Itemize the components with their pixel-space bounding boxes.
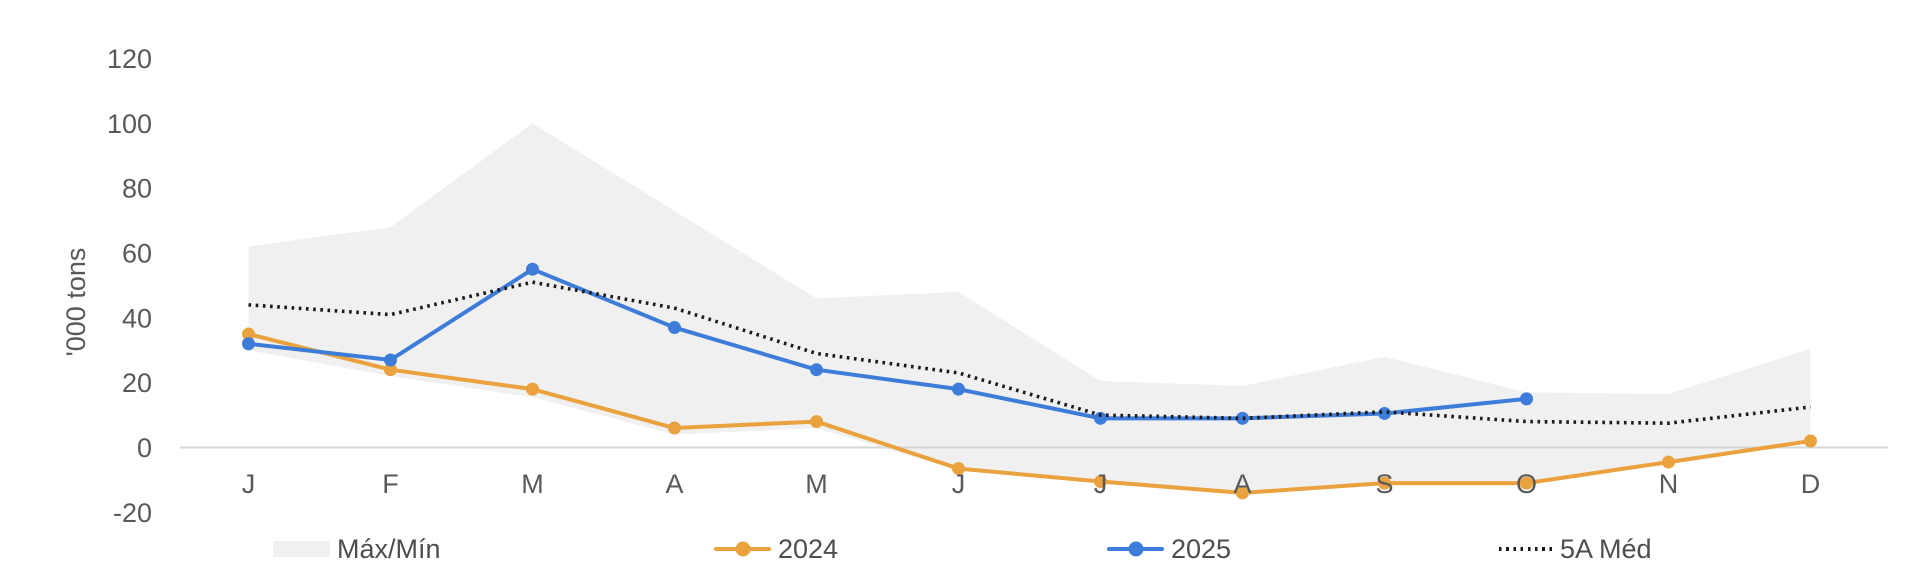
legend-marker-dot <box>735 541 750 557</box>
y-tick-label: -20 <box>113 498 152 528</box>
y-tick-label: 120 <box>107 44 152 74</box>
x-tick-label: F <box>382 469 399 499</box>
series-2024-point <box>810 415 823 429</box>
x-tick-label: A <box>665 469 683 499</box>
legend-item-max-min: Máx/Mín <box>273 533 441 564</box>
series-2025-line <box>246 267 1529 421</box>
legend-item-2025: 2025 <box>1107 533 1232 564</box>
legend-label: 2024 <box>778 533 839 564</box>
series-2024-point <box>668 421 681 435</box>
legend-label: 5A Méd <box>1560 533 1652 564</box>
y-tick-label: 40 <box>122 303 152 333</box>
series-2024-point <box>1662 455 1675 469</box>
y-tick-label: 60 <box>122 238 152 268</box>
x-tick-label: S <box>1375 469 1393 499</box>
series-2024-point <box>1236 486 1249 500</box>
series-2024-line <box>246 332 1813 495</box>
series-2025-point <box>810 363 823 377</box>
legend-item-2024: 2024 <box>714 533 839 564</box>
legend-band-swatch <box>273 541 330 557</box>
x-tick-label: M <box>521 469 544 499</box>
series-2024-point <box>1378 476 1391 490</box>
x-tick-label: O <box>1516 469 1537 499</box>
series-2024-point <box>384 363 397 377</box>
legend-line-swatch <box>1107 541 1164 557</box>
series-2025-point <box>242 337 255 351</box>
series-2024-point <box>1094 475 1107 489</box>
series-2025-point <box>384 353 397 367</box>
x-tick-label: J <box>242 469 256 499</box>
max-min-band <box>248 123 1811 492</box>
legend-line-swatch <box>714 541 771 557</box>
series-2025-point <box>1094 411 1107 425</box>
y-tick-label: 100 <box>107 109 152 139</box>
legend-label: 2025 <box>1171 533 1232 564</box>
series-2024-point <box>242 327 255 341</box>
series-2024-point <box>952 462 965 476</box>
series-2025-point <box>526 262 539 276</box>
y-axis-title: '000 tons <box>61 248 91 357</box>
y-tick-label: 0 <box>137 433 152 463</box>
legend-marker-dot <box>1128 541 1143 557</box>
y-tick-label: 80 <box>122 174 152 204</box>
series-2024-point <box>526 382 539 396</box>
x-tick-label: J <box>952 469 966 499</box>
series-2025-point <box>1236 411 1249 425</box>
x-tick-label: N <box>1659 469 1679 499</box>
series-2024-point <box>1520 476 1533 490</box>
x-tick-label: D <box>1801 469 1821 499</box>
series-2025-point <box>668 321 681 335</box>
y-tick-label: 20 <box>122 368 152 398</box>
legend-label: Máx/Mín <box>337 533 441 564</box>
series-2024-point <box>1804 434 1817 448</box>
series-2025-point <box>1520 392 1533 406</box>
x-tick-label: M <box>805 469 828 499</box>
series-2025-point <box>952 382 965 396</box>
x-tick-label: J <box>1094 469 1108 499</box>
legend-item-5a-med: 5A Méd <box>1499 533 1652 564</box>
x-tick-label: A <box>1233 469 1251 499</box>
legend-dotted-swatch <box>1499 547 1553 551</box>
